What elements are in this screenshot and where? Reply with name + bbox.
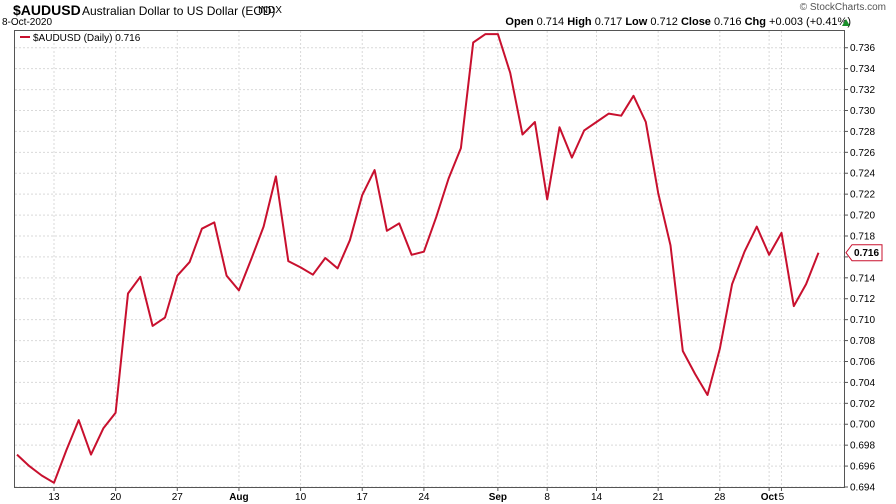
- x-tick-label: Sep: [489, 492, 507, 503]
- x-tick-label: 8: [544, 492, 550, 503]
- y-tick-label: 0.710: [850, 315, 875, 326]
- close-label: Close: [680, 16, 711, 28]
- y-tick-label: 0.726: [850, 148, 875, 159]
- y-tick-label: 0.728: [850, 127, 875, 138]
- y-tick-label: 0.720: [850, 211, 875, 222]
- x-tick-label: 20: [110, 492, 122, 503]
- y-tick-label: 0.734: [850, 64, 875, 75]
- y-tick-label: 0.722: [850, 190, 875, 201]
- open-value: 0.714: [536, 16, 565, 28]
- legend-label: $AUDUSD (Daily) 0.716: [33, 33, 141, 44]
- plot-frame: [14, 30, 845, 488]
- y-tick-label: 0.730: [850, 106, 875, 117]
- x-tick-label: 27: [172, 492, 184, 503]
- y-tick-label: 0.702: [850, 399, 875, 410]
- ohlc-readout: Open 0.714 High 0.717 Low 0.712 Close 0.…: [505, 16, 851, 28]
- exchange-label: INDX: [258, 5, 282, 16]
- x-tick-label: 28: [714, 492, 726, 503]
- y-tick-label: 0.708: [850, 336, 875, 347]
- y-tick-label: 0.706: [850, 357, 875, 368]
- y-tick-label: 0.698: [850, 441, 875, 452]
- y-tick-label: 0.696: [850, 462, 875, 473]
- instrument-title: Australian Dollar to US Dollar (EOD): [82, 4, 276, 18]
- x-tick-label: 13: [48, 492, 60, 503]
- y-tick-label: 0.724: [850, 169, 875, 180]
- grid-layer: [15, 31, 844, 488]
- y-tick-label: 0.736: [850, 43, 875, 54]
- last-value-flag: [845, 244, 883, 262]
- change-value: +0.003 (+0.41%): [769, 16, 851, 28]
- y-tick-label: 0.700: [850, 420, 875, 431]
- audusd-price-line: [16, 33, 820, 484]
- y-tick-label: 0.694: [850, 483, 875, 494]
- x-tick-label: 5: [779, 492, 785, 503]
- last-value-label: 0.716: [854, 248, 879, 259]
- open-label: Open: [505, 16, 534, 28]
- x-tick-label: Oct: [761, 492, 778, 503]
- close-value: 0.716: [714, 16, 742, 28]
- up-arrow-icon: [842, 19, 850, 26]
- high-label: High: [567, 16, 592, 28]
- series-layer: [16, 33, 820, 484]
- low-value: 0.712: [650, 16, 678, 28]
- x-tick-label: Aug: [229, 492, 248, 503]
- change-label: Chg: [744, 16, 766, 28]
- x-tick-label: 21: [653, 492, 665, 503]
- axis-layer: 0.736 0.734 0.732 0.730 0.728 0.726 0.724 0.722…: [48, 43, 883, 503]
- x-tick-label: 14: [591, 492, 603, 503]
- legend: $AUDUSD (Daily) 0.716: [20, 33, 141, 44]
- low-label: Low: [625, 16, 648, 28]
- y-tick-label: 0.704: [850, 378, 875, 389]
- y-tick-label: 0.714: [850, 273, 875, 284]
- y-tick-label: 0.718: [850, 231, 875, 242]
- stockcharts-watermark: © StockCharts.com: [799, 2, 886, 13]
- date-label: 8-Oct-2020: [2, 17, 53, 28]
- x-tick-label: 24: [418, 492, 430, 503]
- x-tick-label: 17: [357, 492, 369, 503]
- chart-header: $AUDUSD Australian Dollar to US Dollar (…: [0, 0, 896, 30]
- y-tick-label: 0.732: [850, 85, 875, 96]
- y-tick-label: 0.712: [850, 294, 875, 305]
- high-value: 0.717: [594, 16, 623, 28]
- x-tick-label: 10: [295, 492, 307, 503]
- symbol-label: $AUDUSD: [13, 2, 81, 18]
